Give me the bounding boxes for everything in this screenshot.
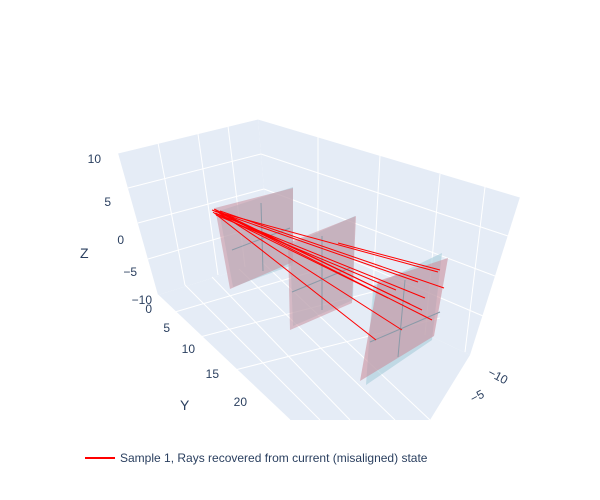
ray-5[interactable] [217, 211, 433, 321]
ray-12[interactable] [337, 242, 441, 271]
x-tick-label: −10 [486, 365, 511, 387]
surface-3 [360, 253, 448, 385]
z-tick-label: 5 [104, 195, 111, 209]
floor-xy [158, 260, 470, 420]
grid-floor-y15 [238, 268, 396, 421]
y-tick-label: 15 [206, 367, 220, 381]
x-tick-label: −5 [468, 387, 487, 406]
grid-z-right-5 [260, 153, 509, 237]
y-tick-label: 5 [163, 321, 170, 335]
grid-x-wall-3 [464, 186, 486, 353]
surface-1-axis-v [260, 202, 264, 272]
ray-6[interactable] [216, 213, 389, 299]
grid-z-left-5 [127, 153, 262, 189]
grid-floor-y10 [211, 276, 351, 421]
z-tick-label: 10 [88, 152, 102, 166]
z-tick-label: −10 [132, 293, 153, 307]
legend-line-icon [85, 457, 115, 459]
ray-1[interactable] [211, 209, 419, 283]
z-axis-title: Z [80, 245, 89, 261]
legend-label: Sample 1, Rays recovered from current (m… [120, 451, 428, 465]
y-tick-label: 20 [234, 395, 248, 409]
grid-z-left-10 [117, 118, 259, 154]
grid-floor-y0 [157, 294, 291, 421]
grid-x-wall-1 [371, 154, 381, 310]
ray-2[interactable] [213, 210, 439, 273]
surface-3-axis-v [397, 279, 406, 358]
y-tick-label: 10 [182, 342, 196, 356]
x-axis-ticks: −10 −5 [468, 365, 511, 405]
surfaces [215, 187, 448, 385]
ray-9[interactable] [213, 208, 423, 311]
ray-8[interactable] [218, 212, 403, 331]
ray-7[interactable] [212, 211, 377, 341]
grid-y-wall-1 [197, 133, 219, 276]
grid-floor-y5 [184, 284, 321, 421]
surface-1-face [215, 188, 293, 289]
y-axis-ticks: 0 5 10 15 20 [145, 302, 247, 409]
legend-item[interactable]: Sample 1, Rays recovered from current (m… [85, 449, 427, 467]
ray-11[interactable] [219, 210, 445, 289]
grid-z-left-0 [137, 188, 265, 224]
y-tick-label: 0 [145, 302, 152, 316]
surface-2-axis-h [291, 267, 351, 293]
z-axis-ticks: 10 5 0 −5 −10 [88, 152, 153, 307]
surface-3-face [360, 258, 448, 381]
grid-y-wall-0 [157, 142, 186, 286]
z-tick-label: −5 [123, 265, 137, 279]
grid-z-right-10 [257, 118, 521, 198]
grid-z-right-0 [263, 188, 496, 277]
surface-3-axis-h [369, 311, 441, 343]
series-rays[interactable] [211, 208, 445, 341]
y-axis-title: Y [180, 397, 190, 413]
z-tick-label: 0 [117, 233, 124, 247]
ray-10[interactable] [215, 214, 397, 291]
